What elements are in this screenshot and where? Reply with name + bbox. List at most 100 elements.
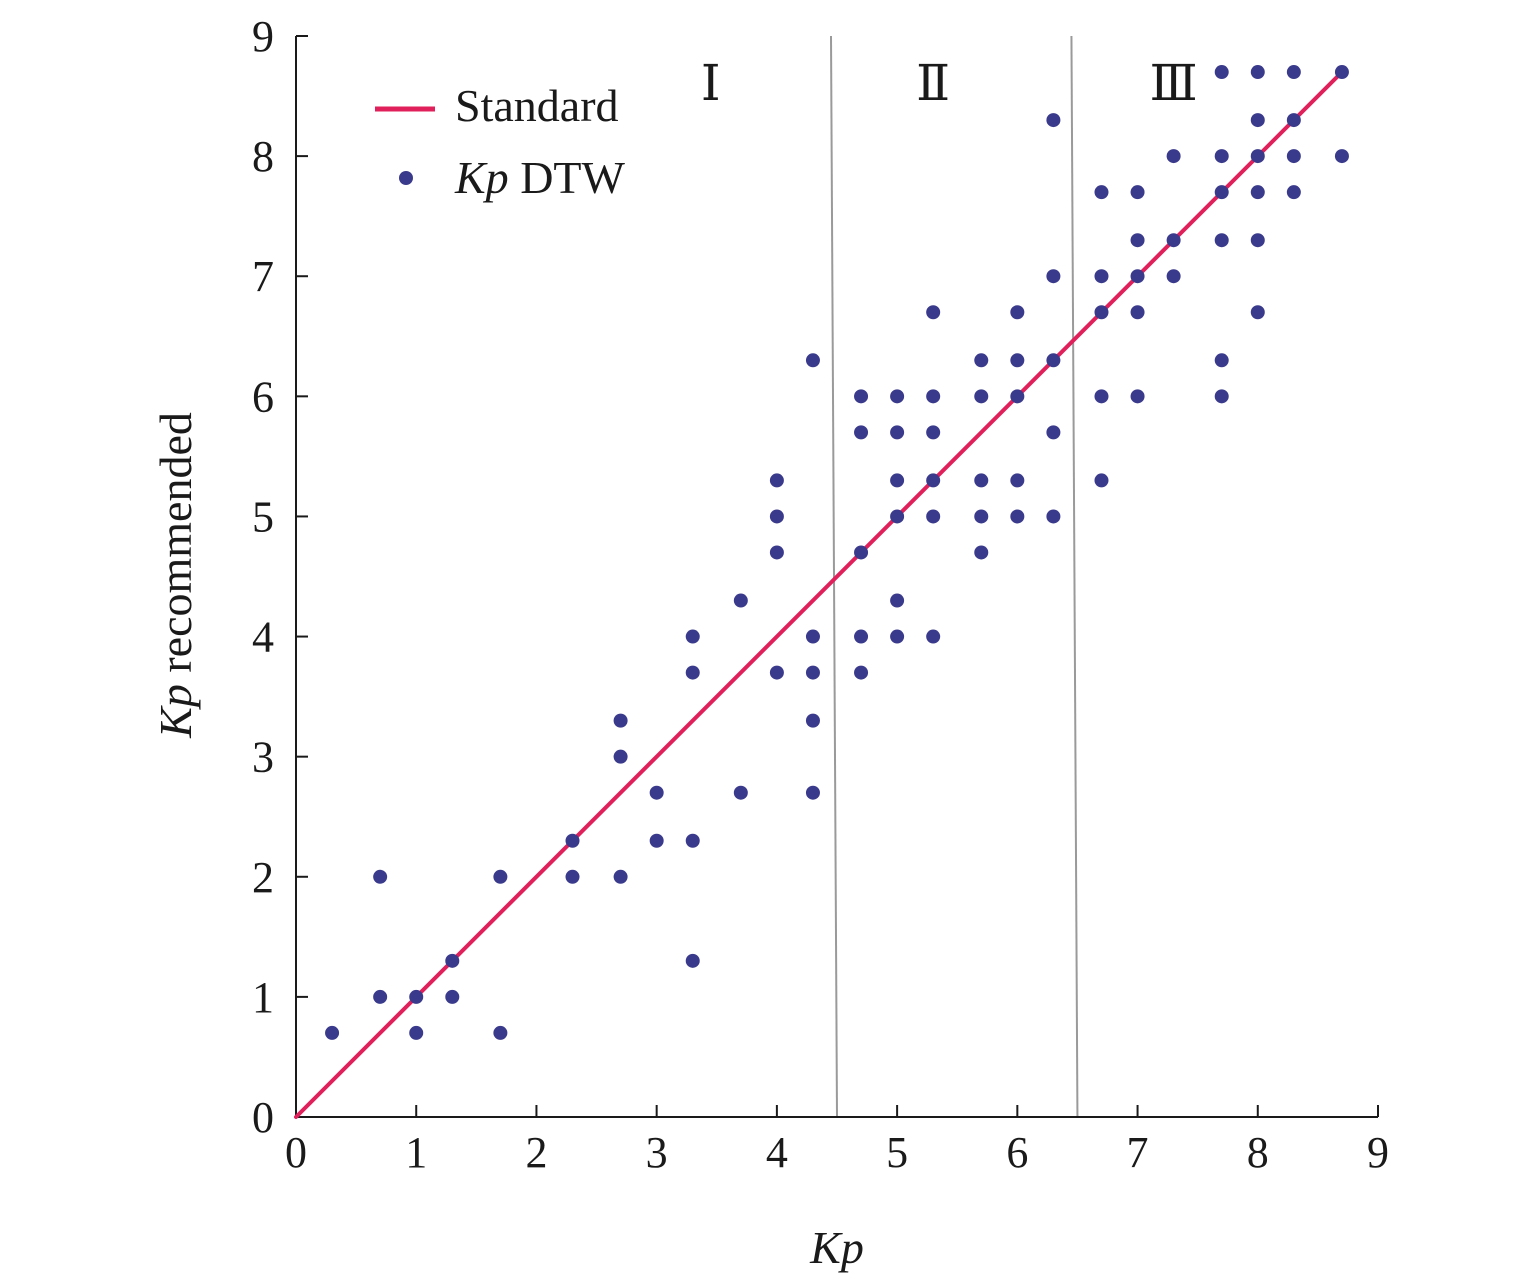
dtw-point bbox=[1286, 149, 1301, 164]
x-tick-label: 7 bbox=[1127, 1128, 1149, 1177]
dtw-point bbox=[613, 869, 628, 884]
dtw-point bbox=[974, 389, 989, 404]
dtw-point bbox=[649, 785, 664, 800]
dtw-point bbox=[805, 713, 820, 728]
dtw-point bbox=[1286, 65, 1301, 80]
y-tick-label: 8 bbox=[252, 132, 274, 181]
dtw-point bbox=[613, 749, 628, 764]
y-tick-label: 2 bbox=[252, 853, 274, 902]
dtw-point bbox=[1130, 185, 1145, 200]
dtw-point bbox=[1214, 389, 1229, 404]
dtw-point bbox=[445, 989, 460, 1004]
dtw-point bbox=[1214, 233, 1229, 248]
dtw-point bbox=[685, 665, 700, 680]
y-tick-label: 7 bbox=[252, 252, 274, 301]
dtw-point bbox=[1094, 305, 1109, 320]
dtw-point bbox=[373, 869, 388, 884]
y-tick-label: 4 bbox=[252, 613, 274, 662]
dtw-point bbox=[1094, 389, 1109, 404]
y-tick-label: 1 bbox=[252, 973, 274, 1022]
dtw-point bbox=[769, 473, 784, 488]
legend: Standard Kp DTW bbox=[375, 80, 626, 203]
x-tick-label: 2 bbox=[525, 1128, 547, 1177]
dtw-point bbox=[805, 665, 820, 680]
x-axis-title: Kp bbox=[809, 1222, 864, 1273]
dtw-point bbox=[890, 593, 905, 608]
dtw-point bbox=[854, 425, 869, 440]
dtw-point bbox=[805, 353, 820, 368]
legend-dtw-swatch bbox=[399, 171, 413, 185]
standard-line-layer bbox=[294, 70, 1344, 1119]
dtw-point bbox=[769, 509, 784, 524]
dtw-point bbox=[409, 1025, 424, 1040]
dtw-point bbox=[1214, 353, 1229, 368]
dtw-point bbox=[926, 389, 941, 404]
legend-dtw-label-rest: DTW bbox=[509, 152, 626, 203]
dtw-point bbox=[769, 545, 784, 560]
dtw-point bbox=[926, 425, 941, 440]
dtw-point bbox=[926, 509, 941, 524]
dtw-point bbox=[769, 665, 784, 680]
y-tick-label: 3 bbox=[252, 733, 274, 782]
dtw-point bbox=[1250, 113, 1265, 128]
dtw-point bbox=[1250, 305, 1265, 320]
dtw-point bbox=[649, 833, 664, 848]
dtw-point bbox=[854, 665, 869, 680]
dtw-point bbox=[565, 869, 580, 884]
y-axis-title-rest: recommended bbox=[150, 412, 201, 684]
dtw-point bbox=[805, 629, 820, 644]
dtw-point bbox=[1334, 149, 1349, 164]
dtw-point bbox=[1046, 353, 1061, 368]
dtw-point bbox=[974, 545, 989, 560]
dtw-point bbox=[685, 833, 700, 848]
dtw-point bbox=[854, 389, 869, 404]
dtw-point bbox=[1046, 269, 1061, 284]
dtw-point bbox=[325, 1025, 340, 1040]
dtw-point bbox=[926, 473, 941, 488]
dtw-point bbox=[493, 1025, 508, 1040]
dtw-point bbox=[1130, 269, 1145, 284]
ticks: 0 1 2 3 4 5 6 7 8 9 0 1 2 3 4 5 6 7 8 9 bbox=[252, 12, 1389, 1177]
dtw-point bbox=[1214, 65, 1229, 80]
x-tick-label: 8 bbox=[1247, 1128, 1269, 1177]
dtw-point bbox=[1046, 425, 1061, 440]
dtw-point bbox=[373, 989, 388, 1004]
dtw-point bbox=[1130, 305, 1145, 320]
scatter-points bbox=[325, 65, 1349, 1040]
region-label-2: Ⅱ bbox=[916, 55, 950, 111]
x-tick-label: 0 bbox=[285, 1128, 307, 1177]
dtw-point bbox=[890, 389, 905, 404]
dtw-point bbox=[1334, 65, 1349, 80]
dtw-point bbox=[1010, 353, 1025, 368]
dtw-point bbox=[1130, 389, 1145, 404]
dtw-point bbox=[1166, 269, 1181, 284]
legend-dtw-label-kp: Kp bbox=[454, 152, 509, 203]
x-tick-label: 9 bbox=[1367, 1128, 1389, 1177]
region-labels: Ⅰ Ⅱ Ⅲ bbox=[701, 55, 1198, 111]
dtw-point bbox=[854, 545, 869, 560]
y-axis-title: Kp recommended bbox=[150, 412, 201, 739]
dtw-point bbox=[1166, 149, 1181, 164]
dtw-point bbox=[493, 869, 508, 884]
dtw-point bbox=[1166, 233, 1181, 248]
dtw-point bbox=[805, 785, 820, 800]
dtw-point bbox=[890, 425, 905, 440]
dtw-point bbox=[1094, 185, 1109, 200]
dtw-point bbox=[1250, 233, 1265, 248]
dtw-point bbox=[974, 509, 989, 524]
dtw-point bbox=[890, 473, 905, 488]
dtw-point bbox=[926, 629, 941, 644]
dtw-point bbox=[685, 953, 700, 968]
standard-line bbox=[294, 70, 1344, 1119]
legend-standard-label: Standard bbox=[455, 80, 619, 131]
dtw-point bbox=[1046, 509, 1061, 524]
dtw-point bbox=[1010, 473, 1025, 488]
dtw-point bbox=[974, 473, 989, 488]
dtw-point bbox=[1010, 509, 1025, 524]
dtw-point bbox=[1214, 149, 1229, 164]
dtw-point bbox=[926, 305, 941, 320]
dtw-point bbox=[1214, 185, 1229, 200]
dtw-point bbox=[1130, 233, 1145, 248]
region-label-3: Ⅲ bbox=[1150, 55, 1198, 111]
